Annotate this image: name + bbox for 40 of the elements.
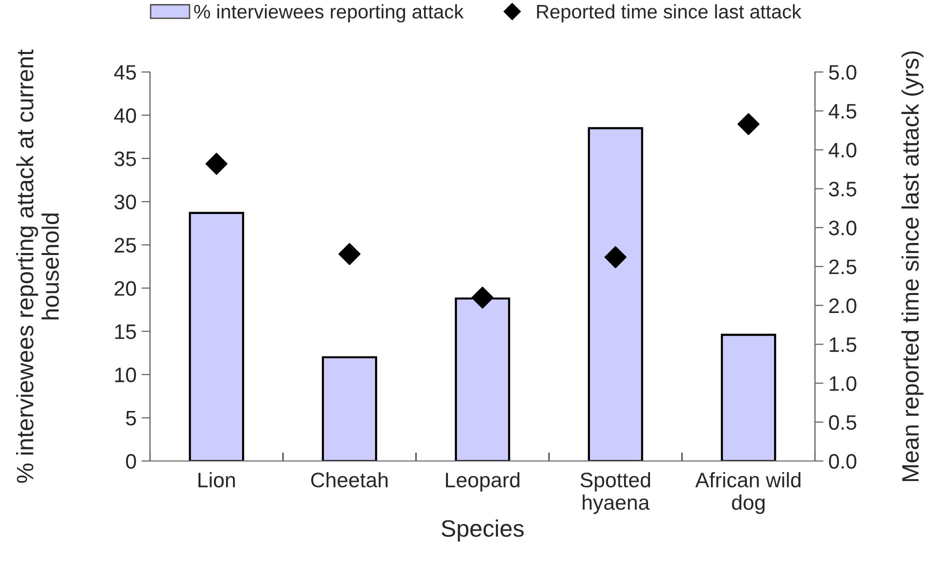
y2-tick-label: 0.0 <box>829 454 856 469</box>
y2-tick-label: 2.0 <box>829 298 856 314</box>
y-axis-title: % interviewees reporting attack at current household <box>16 49 59 483</box>
point <box>738 113 760 136</box>
bar <box>720 334 776 461</box>
x-tick-label: Cheetah <box>311 472 388 488</box>
y2-tick-label: 1.5 <box>830 338 856 352</box>
y2-tick-label: 1.0 <box>830 376 856 391</box>
point <box>472 286 494 309</box>
x-axis-title: Species <box>442 520 524 542</box>
bar <box>588 127 644 461</box>
y2-tick-label: 4.5 <box>828 104 856 119</box>
legend-label: % interviewees reporting attack <box>194 4 464 22</box>
y2-tick-label: 0.5 <box>829 415 856 430</box>
y2-tick-label: 4.0 <box>828 142 856 158</box>
y-tick-label: 40 <box>114 108 136 123</box>
y-tick-label: 10 <box>115 368 136 382</box>
x-tick-label: African wild dog <box>695 472 800 514</box>
y-tick-label: 0 <box>126 454 136 469</box>
y-tick-label: 45 <box>114 65 136 80</box>
y2-tick-label: 3.5 <box>828 182 856 196</box>
legend-label: Reported time since last attack <box>537 4 802 22</box>
bar <box>322 356 378 461</box>
point <box>206 152 228 175</box>
bar <box>188 212 244 461</box>
point <box>338 243 360 266</box>
y2-axis-title: Mean reported time since last attack (yrs) <box>901 51 924 482</box>
point <box>604 246 626 268</box>
x-tick-label: Spotted hyaena <box>580 472 650 514</box>
y2-tick-label: 3.0 <box>828 220 856 236</box>
x-tick-label: Leopard <box>446 472 520 492</box>
y-tick-label: 25 <box>114 238 136 253</box>
y2-tick-label: 5.0 <box>829 65 856 80</box>
y-tick-label: 20 <box>114 281 136 296</box>
y-tick-label: 30 <box>114 194 136 210</box>
y-tick-label: 15 <box>115 324 136 340</box>
x-tick-label: Lion <box>198 472 235 488</box>
y-tick-label: 5 <box>126 410 136 426</box>
y-tick-label: 35 <box>114 151 136 166</box>
y2-tick-label: 2.5 <box>829 260 856 274</box>
